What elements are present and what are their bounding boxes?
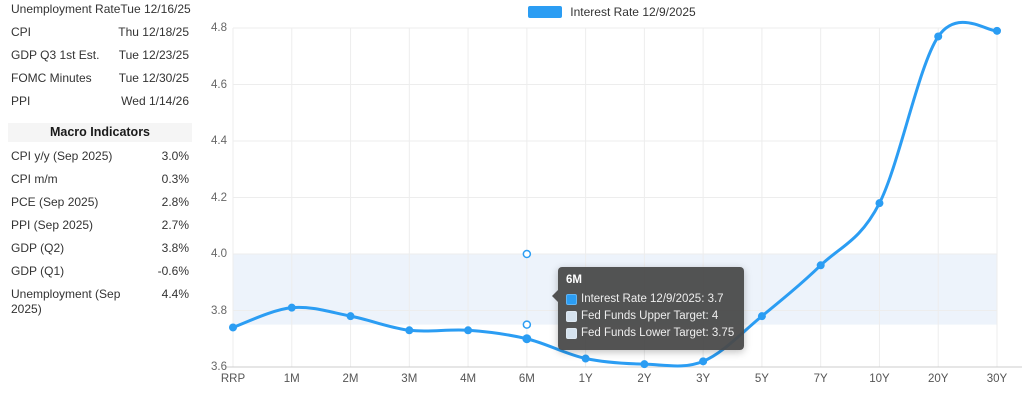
indicator-label: CPI y/y (Sep 2025): [11, 149, 113, 163]
calendar-event-date: Tue 12/30/25: [118, 70, 189, 85]
tooltip-row: Fed Funds Lower Target: 3.75: [566, 325, 734, 342]
data-point-marker[interactable]: [346, 312, 355, 321]
y-axis-label: 3.8: [211, 304, 227, 317]
indicator-value: 3.8%: [161, 241, 189, 255]
indicator-row: GDP (Q2) 3.8%: [0, 237, 200, 260]
indicator-value: 4.4%: [161, 287, 189, 301]
macro-indicators-list: CPI y/y (Sep 2025) 3.0% CPI m/m 0.3% PCE…: [0, 145, 200, 321]
x-axis-label: 6M: [518, 373, 535, 385]
indicator-value: 3.0%: [161, 149, 189, 163]
indicator-value: 2.8%: [161, 195, 189, 209]
x-axis-label: 3Y: [696, 373, 711, 385]
x-axis-label: 4M: [460, 373, 477, 385]
fed-funds-upper-marker[interactable]: [522, 249, 532, 259]
indicator-row: PCE (Sep 2025) 2.8%: [0, 191, 200, 214]
indicator-label: Unemployment (Sep 2025): [11, 287, 121, 316]
macro-indicators-header: Macro Indicators: [8, 123, 192, 142]
indicator-label: CPI m/m: [11, 172, 58, 186]
tooltip-title: 6M: [566, 274, 582, 286]
calendar-event-date: Wed 1/14/26: [121, 93, 189, 108]
indicator-label: PPI (Sep 2025): [11, 218, 94, 232]
tooltip-swatch: [566, 294, 577, 305]
x-axis-label: 20Y: [927, 373, 949, 385]
x-axis-label: 3M: [401, 373, 418, 385]
indicator-row: GDP (Q1) -0.6%: [0, 260, 200, 283]
chart-legend: Interest Rate 12/9/2025: [200, 5, 1024, 19]
x-axis-label: 10Y: [869, 373, 890, 385]
data-point-marker[interactable]: [816, 261, 825, 270]
data-point-marker[interactable]: [522, 334, 532, 344]
calendar-row: CPI Thu 12/18/25: [0, 20, 200, 43]
calendar-event-date: Tue 12/23/25: [118, 47, 189, 62]
y-axis-label: 4.0: [211, 248, 227, 260]
data-point-marker[interactable]: [464, 326, 473, 335]
data-point-marker[interactable]: [581, 354, 590, 363]
calendar-row: PPI Wed 1/14/26: [0, 89, 200, 112]
fed-funds-lower-marker[interactable]: [522, 320, 532, 329]
calendar-row: Unemployment Rate Tue 12/16/25: [0, 0, 200, 20]
legend-swatch: [528, 6, 563, 18]
x-axis-label: 1Y: [578, 373, 593, 385]
tooltip-row: Interest Rate 12/9/2025: 3.7: [566, 291, 734, 308]
indicator-value: 2.7%: [161, 218, 189, 232]
calendar-event-label: CPI: [11, 24, 32, 39]
chart-tooltip: 6M Interest Rate 12/9/2025: 3.7 Fed Fund…: [552, 267, 745, 350]
data-point-marker[interactable]: [934, 32, 943, 41]
x-axis-label: 1M: [283, 373, 300, 385]
indicator-label: PCE (Sep 2025): [11, 195, 99, 209]
indicator-label: GDP (Q1): [11, 264, 65, 278]
calendar-event-date: Thu 12/18/25: [118, 24, 189, 39]
y-axis-label: 4.6: [211, 78, 227, 91]
calendar-event-date: Tue 12/16/25: [120, 1, 191, 16]
y-axis-label: 3.6: [211, 361, 227, 373]
data-point-marker[interactable]: [993, 26, 1001, 35]
indicator-value: 0.3%: [161, 172, 189, 186]
calendar-event-label: FOMC Minutes: [11, 70, 92, 85]
calendar-event-label: GDP Q3 1st Est.: [11, 47, 100, 62]
indicator-row: CPI y/y (Sep 2025) 3.0%: [0, 145, 200, 168]
indicator-value: -0.6%: [157, 264, 189, 278]
indicator-row: Unemployment (Sep 2025) 4.4%: [0, 283, 200, 321]
y-axis-label: 4.2: [211, 191, 227, 204]
indicator-label: GDP (Q2): [11, 241, 65, 255]
sidebar: Unemployment Rate Tue 12/16/25 CPI Thu 1…: [0, 0, 200, 403]
legend-item-interest-rate[interactable]: Interest Rate 12/9/2025: [528, 5, 696, 19]
tooltip-text: Fed Funds Lower Target: 3.75: [581, 327, 735, 339]
economic-calendar: Unemployment Rate Tue 12/16/25 CPI Thu 1…: [0, 0, 200, 112]
data-point-marker[interactable]: [640, 360, 649, 369]
y-axis-label: 4.4: [211, 135, 227, 147]
tooltip-text: Interest Rate 12/9/2025: 3.7: [581, 293, 724, 305]
y-axis-label: 4.8: [211, 22, 227, 34]
indicator-row: CPI m/m 0.3%: [0, 168, 200, 191]
calendar-event-label: PPI: [11, 93, 31, 108]
x-axis-label: 2M: [342, 373, 359, 385]
calendar-row: GDP Q3 1st Est. Tue 12/23/25: [0, 43, 200, 66]
tooltip-arrow: [552, 290, 558, 302]
calendar-event-label: Unemployment Rate: [11, 1, 121, 16]
yield-curve-chart[interactable]: Interest Rate 12/9/2025 6M Interest Rate…: [200, 0, 1024, 403]
x-axis-label: 30Y: [986, 373, 1008, 385]
data-point-marker[interactable]: [405, 326, 414, 335]
tooltip-row: Fed Funds Upper Target: 4: [566, 308, 734, 325]
tooltip-text: Fed Funds Upper Target: 4: [581, 310, 719, 322]
tooltip-swatch: [566, 328, 577, 339]
tooltip-swatch: [566, 311, 577, 322]
data-point-marker[interactable]: [875, 199, 884, 208]
x-axis-label: RRP: [220, 373, 246, 385]
x-axis-label: 5Y: [754, 373, 769, 385]
data-point-marker[interactable]: [757, 312, 766, 321]
legend-label: Interest Rate 12/9/2025: [570, 5, 696, 19]
data-point-marker[interactable]: [699, 357, 708, 366]
data-point-marker[interactable]: [229, 323, 237, 332]
indicator-row: PPI (Sep 2025) 2.7%: [0, 214, 200, 237]
x-axis-label: 2Y: [637, 373, 652, 385]
data-point-marker[interactable]: [287, 303, 296, 312]
calendar-row: FOMC Minutes Tue 12/30/25: [0, 66, 200, 89]
x-axis-label: 7Y: [813, 373, 828, 385]
